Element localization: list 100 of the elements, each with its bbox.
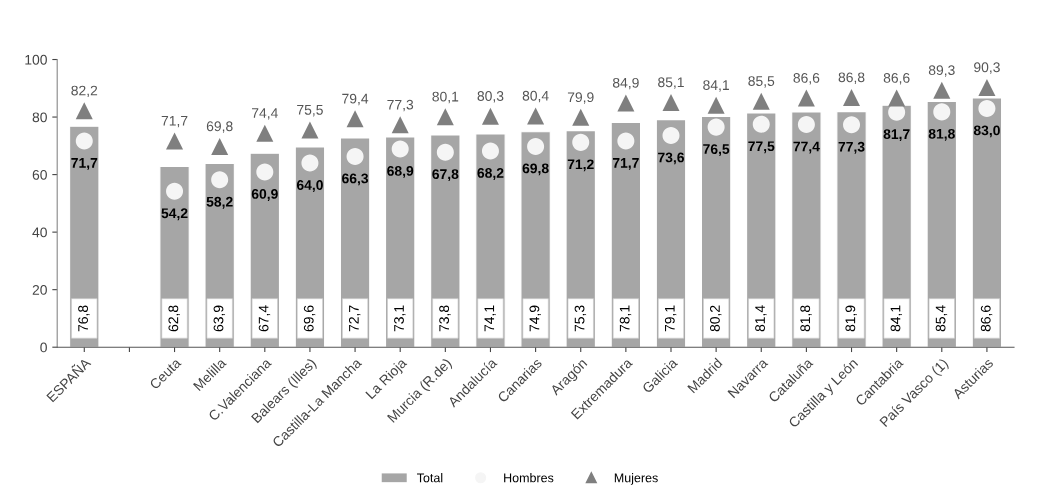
data-label: 80,3: [477, 91, 504, 103]
data-label: 71,2: [567, 159, 594, 172]
point: [978, 78, 996, 96]
data-label: 85,1: [658, 77, 684, 89]
data-label: 86,6: [883, 72, 910, 85]
data-label: 68,2: [477, 168, 504, 180]
data-label: 85,5: [748, 76, 775, 88]
data-label: 69,8: [206, 121, 233, 133]
data-label: 77,3: [387, 99, 414, 112]
point: [391, 116, 409, 134]
y-tick-label: 100: [25, 54, 47, 65]
data-label: 77,5: [748, 141, 775, 154]
data-label: 67,4: [258, 305, 271, 332]
point: [346, 110, 364, 128]
point: [617, 132, 635, 150]
point: [527, 137, 545, 155]
point: [481, 107, 499, 125]
data-label: 72,7: [348, 305, 361, 332]
data-label: 90,3: [974, 62, 1000, 74]
y-tick-label: 20: [32, 285, 47, 295]
point: [256, 163, 274, 181]
data-label: 74,4: [252, 108, 278, 120]
point: [166, 132, 184, 150]
point: [301, 121, 319, 139]
data-label: 75,3: [574, 305, 587, 332]
point: [978, 99, 996, 117]
data-label: 66,3: [342, 173, 369, 186]
point: [211, 137, 229, 155]
data-label: 71,7: [161, 116, 188, 128]
data-label: 84,1: [703, 80, 729, 92]
data-label: 81,8: [928, 128, 955, 141]
data-label: 86,8: [838, 72, 865, 84]
data-label: 74,1: [484, 305, 496, 332]
point: [843, 88, 861, 106]
data-label: 84,1: [890, 305, 903, 332]
point: [662, 126, 680, 144]
data-label: 54,2: [161, 208, 188, 221]
point: [436, 108, 454, 126]
point: [572, 133, 590, 151]
data-label: 77,4: [793, 141, 820, 154]
data-label: 73,6: [658, 152, 685, 165]
y-tick-label: 40: [32, 227, 47, 238]
data-label: 79,1: [664, 305, 677, 332]
point: [346, 147, 364, 165]
point: [572, 108, 590, 126]
y-tick-label: 60: [32, 169, 47, 180]
point: [436, 143, 454, 161]
data-label: 74,9: [529, 305, 541, 332]
point: [662, 93, 680, 111]
data-label: 81,4: [755, 305, 767, 332]
point: [933, 81, 951, 99]
data-label: 60,9: [251, 189, 278, 201]
point: [391, 140, 409, 158]
y-tick-label: 80: [32, 112, 47, 123]
point: [75, 132, 93, 150]
data-label: 76,5: [703, 144, 730, 157]
point: [166, 182, 184, 200]
data-label: 78,1: [619, 305, 632, 332]
data-label: 75,5: [297, 105, 323, 117]
data-label: 82,2: [71, 85, 98, 98]
data-label: 80,2: [710, 305, 722, 332]
data-label: 84,9: [612, 77, 639, 90]
point: [707, 96, 725, 114]
data-label: 89,3: [928, 65, 955, 77]
data-label: 85,4: [935, 305, 948, 332]
data-label: 81,7: [883, 129, 910, 142]
data-label: 63,9: [213, 305, 226, 332]
data-label: 58,2: [206, 196, 233, 209]
data-label: 71,7: [71, 158, 98, 170]
point: [617, 94, 635, 112]
point: [797, 116, 815, 134]
point: [75, 102, 93, 120]
data-label: 80,1: [432, 91, 459, 104]
data-label: 68,9: [387, 166, 414, 178]
data-label: 86,6: [980, 305, 993, 332]
data-label: 67,8: [432, 169, 459, 182]
point: [707, 118, 725, 136]
point: [888, 89, 906, 107]
data-label: 81,8: [800, 305, 812, 332]
data-label: 73,8: [439, 305, 451, 332]
data-label: 73,1: [394, 305, 406, 332]
point: [797, 89, 815, 107]
data-label: 80,4: [522, 90, 549, 103]
point: [301, 154, 319, 172]
point: [843, 116, 861, 134]
point: [211, 171, 229, 189]
data-label: 71,7: [612, 158, 639, 170]
point: [752, 92, 770, 110]
data-label: 69,8: [522, 163, 549, 176]
data-label: 64,0: [296, 180, 323, 192]
legend-label: Total: [417, 473, 443, 483]
data-label: 79,4: [342, 93, 369, 106]
data-label: 76,8: [78, 305, 90, 332]
data-label: 69,6: [303, 305, 316, 332]
point: [256, 124, 274, 142]
data-label: 86,6: [793, 72, 820, 85]
data-label: 77,3: [838, 141, 865, 154]
y-tick-label: 0: [40, 342, 47, 353]
legend-label: Hombres: [504, 473, 554, 483]
data-label: 62,8: [168, 305, 180, 332]
